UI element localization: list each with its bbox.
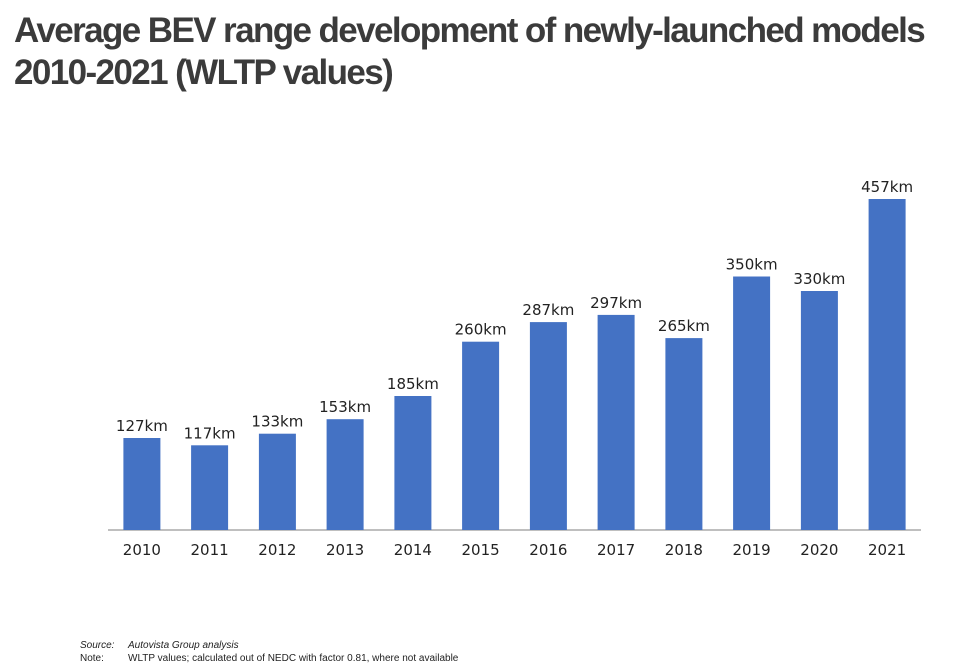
data-label-2012: 133km (251, 413, 303, 431)
bar-2010 (123, 438, 161, 530)
note-label: Note: (80, 653, 104, 664)
data-label-2019: 350km (726, 256, 778, 274)
x-tick-label-2014: 2014 (394, 541, 432, 559)
x-tick-label-2020: 2020 (800, 541, 838, 559)
chart-footer: Source: Autovista Group analysis Note: WLT… (80, 639, 458, 665)
x-tick-label-2018: 2018 (665, 541, 703, 559)
bar-2013 (326, 419, 364, 530)
data-label-2011: 117km (184, 424, 236, 442)
title-line-1: Average BEV range development of newly-l… (14, 11, 926, 50)
title-line-2: 2010-2021 (WLTP values) (14, 53, 394, 92)
bar-2017 (597, 314, 635, 530)
source-label: Source: (80, 640, 115, 651)
x-tick-label-2011: 2011 (191, 541, 229, 559)
bar-2012 (258, 433, 296, 530)
data-label-2020: 330km (793, 270, 845, 288)
bar-2019 (733, 276, 771, 530)
note-value: WLTP values; calculated out of NEDC with… (128, 653, 459, 664)
x-tick-label-2013: 2013 (326, 541, 364, 559)
x-tick-label-2021: 2021 (868, 541, 906, 559)
x-tick-label-2012: 2012 (258, 541, 296, 559)
x-tick-label-2015: 2015 (462, 541, 500, 559)
data-label-2018: 265km (658, 317, 710, 335)
x-tick-label-2016: 2016 (529, 541, 567, 559)
bar-2020 (800, 291, 838, 530)
note-row: Note: WLTP values; calculated out of NEDC… (80, 652, 458, 665)
bar-2016 (529, 322, 567, 530)
bar-2021 (868, 199, 906, 530)
bar-2011 (191, 445, 229, 530)
data-label-2013: 153km (319, 398, 371, 416)
data-label-2016: 287km (522, 301, 574, 319)
data-label-2017: 297km (590, 294, 642, 312)
bar-chart: 127km 2010 117km 2011 133km 2012 153km 2013 185k… (108, 178, 921, 559)
source-row: Source: Autovista Group analysis (80, 639, 458, 652)
x-tick-label-2017: 2017 (597, 541, 635, 559)
bar-2018 (665, 338, 703, 530)
bar-2015 (462, 341, 500, 530)
source-value: Autovista Group analysis (128, 640, 239, 651)
bar-2014 (394, 396, 432, 530)
data-label-2021: 457km (861, 178, 913, 196)
data-label-2015: 260km (455, 321, 507, 339)
data-label-2014: 185km (387, 375, 439, 393)
data-label-2010: 127km (116, 417, 168, 435)
x-tick-label-2019: 2019 (733, 541, 771, 559)
chart-title: Average BEV range development of newly-l… (14, 10, 949, 94)
x-tick-label-2010: 2010 (123, 541, 161, 559)
